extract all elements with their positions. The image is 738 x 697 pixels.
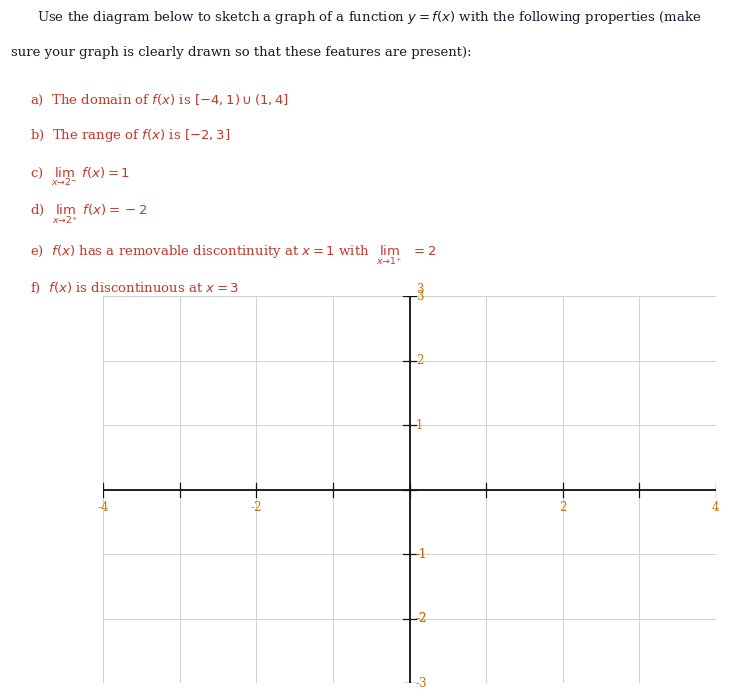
Text: a)  The domain of $f(x)$ is $[-4, 1) \cup (1, 4]$: a) The domain of $f(x)$ is $[-4, 1) \cup… [30, 93, 289, 107]
Text: -2: -2 [415, 612, 427, 625]
Text: 3: 3 [415, 290, 423, 302]
Text: b)  The range of $f(x)$ is $[-2, 3]$: b) The range of $f(x)$ is $[-2, 3]$ [30, 128, 230, 144]
Text: -2: -2 [415, 612, 427, 625]
Text: sure your graph is clearly drawn so that these features are present):: sure your graph is clearly drawn so that… [11, 46, 472, 59]
Text: 4: 4 [712, 501, 720, 514]
Text: f)  $f(x)$ is discontinuous at $x = 3$: f) $f(x)$ is discontinuous at $x = 3$ [30, 281, 239, 296]
Text: 3: 3 [415, 283, 423, 296]
Text: -1: -1 [415, 548, 427, 560]
Text: d)  $\lim_{x\to 2^+}$ $f(x) = -2$: d) $\lim_{x\to 2^+}$ $f(x) = -2$ [30, 203, 147, 227]
Text: 2: 2 [559, 501, 566, 514]
Text: -4: -4 [97, 501, 109, 514]
Text: -3: -3 [415, 677, 427, 689]
Text: e)  $f(x)$ has a removable discontinuity at $x = 1$ with  $\lim_{x\to 1^+}$  $= : e) $f(x)$ has a removable discontinuity … [30, 243, 436, 267]
Text: -2: -2 [251, 501, 262, 514]
Text: 1: 1 [415, 419, 423, 431]
Text: -1: -1 [415, 548, 427, 560]
Text: Use the diagram below to sketch a graph of a function $y = f(x)$ with the follow: Use the diagram below to sketch a graph … [37, 8, 701, 26]
Text: 2: 2 [415, 354, 423, 367]
Text: c)  $\lim_{x\to 2^-}$ $f(x) = 1$: c) $\lim_{x\to 2^-}$ $f(x) = 1$ [30, 165, 130, 187]
